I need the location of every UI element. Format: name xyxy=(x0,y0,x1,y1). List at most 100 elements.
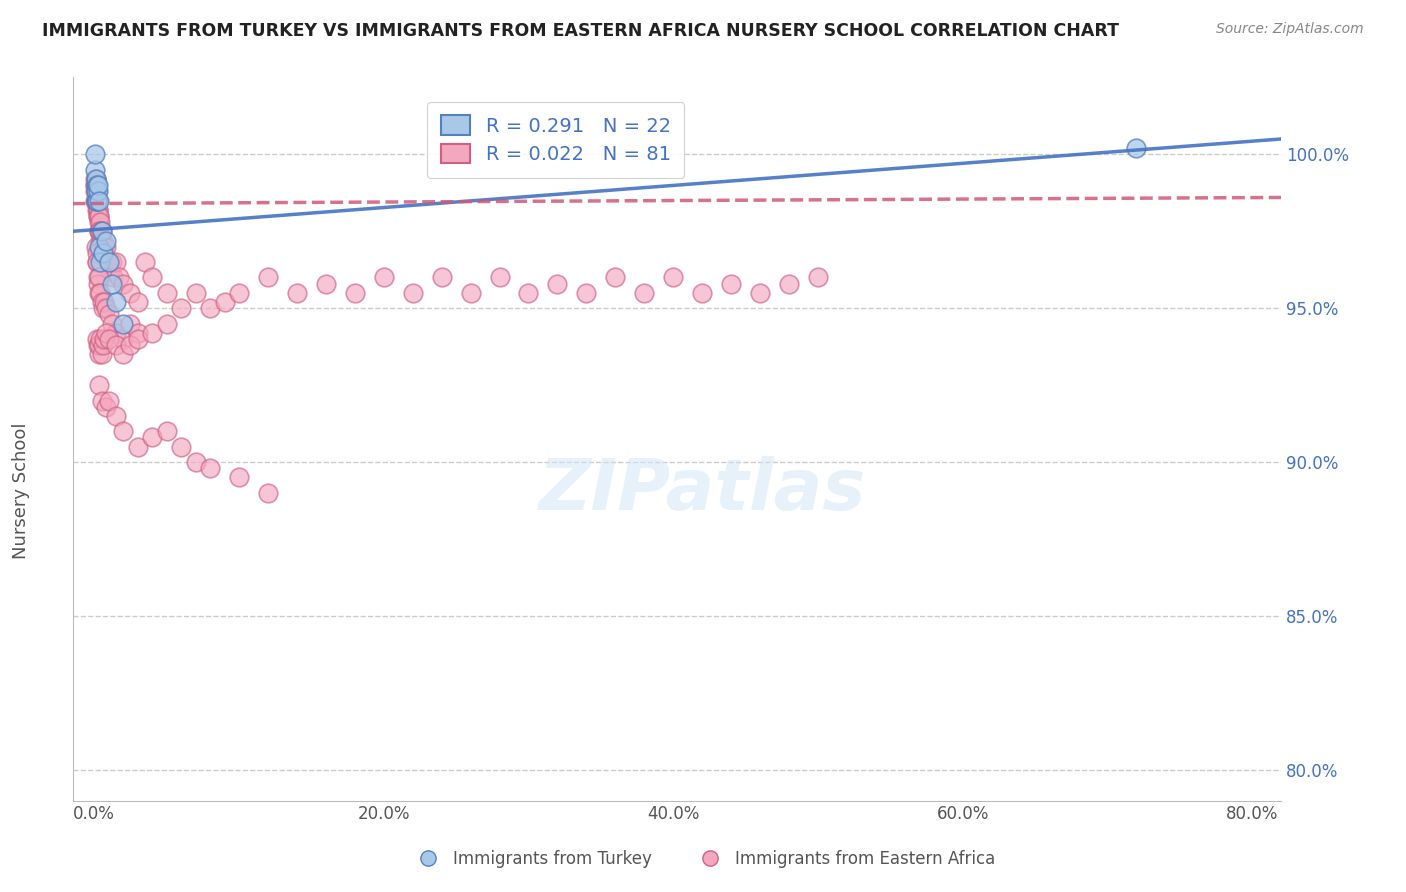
Point xyxy=(84,178,107,193)
Point xyxy=(228,285,250,300)
Point xyxy=(720,277,742,291)
Point xyxy=(86,245,108,260)
Point xyxy=(89,338,111,352)
Point xyxy=(94,326,117,340)
Point xyxy=(91,240,114,254)
Point xyxy=(257,270,280,285)
Point xyxy=(87,224,110,238)
Text: ZIPatlas: ZIPatlas xyxy=(540,456,866,525)
Legend: R = 0.291   N = 22, R = 0.022   N = 81: R = 0.291 N = 22, R = 0.022 N = 81 xyxy=(427,102,685,178)
Point xyxy=(90,224,112,238)
Point xyxy=(86,194,108,208)
Point xyxy=(93,240,115,254)
Point xyxy=(86,255,108,269)
Point xyxy=(86,202,108,217)
Point xyxy=(86,194,108,208)
Point xyxy=(184,285,207,300)
Point xyxy=(105,338,128,352)
Point xyxy=(517,285,540,300)
Point xyxy=(89,234,111,248)
Point xyxy=(87,270,110,285)
Point xyxy=(100,317,122,331)
Point xyxy=(90,347,112,361)
Point xyxy=(86,194,108,208)
Point xyxy=(141,430,163,444)
Point xyxy=(84,184,107,198)
Point xyxy=(127,295,149,310)
Point xyxy=(89,224,111,238)
Point xyxy=(84,172,107,186)
Text: Source: ZipAtlas.com: Source: ZipAtlas.com xyxy=(1216,22,1364,37)
Point xyxy=(97,255,120,269)
Point xyxy=(86,332,108,346)
Point xyxy=(94,301,117,316)
Point xyxy=(84,194,107,208)
Point xyxy=(373,270,395,285)
Point xyxy=(86,184,108,198)
Point xyxy=(156,425,179,439)
Point xyxy=(87,347,110,361)
Point xyxy=(89,224,111,238)
Point xyxy=(690,285,713,300)
Point xyxy=(94,400,117,414)
Point xyxy=(86,184,108,198)
Point xyxy=(86,194,108,208)
Point xyxy=(127,332,149,346)
Point xyxy=(343,285,366,300)
Point xyxy=(315,277,337,291)
Point xyxy=(662,270,685,285)
Point xyxy=(91,301,114,316)
Point xyxy=(228,470,250,484)
Point xyxy=(605,270,627,285)
Point xyxy=(89,285,111,300)
Point xyxy=(97,307,120,321)
Point xyxy=(84,172,107,186)
Point xyxy=(198,461,221,475)
Point xyxy=(89,285,111,300)
Point xyxy=(84,162,107,177)
Point xyxy=(87,184,110,198)
Point xyxy=(807,270,830,285)
Point xyxy=(87,202,110,217)
Point xyxy=(84,184,107,198)
Point xyxy=(90,240,112,254)
Point xyxy=(86,172,108,186)
Point xyxy=(83,178,105,193)
Point xyxy=(170,301,193,316)
Point xyxy=(184,455,207,469)
Text: Nursery School: Nursery School xyxy=(13,422,30,559)
Point xyxy=(93,295,115,310)
Point xyxy=(112,277,135,291)
Point xyxy=(97,393,120,408)
Point xyxy=(84,178,107,193)
Point xyxy=(86,178,108,193)
Point xyxy=(86,178,108,193)
Point xyxy=(90,234,112,248)
Point xyxy=(86,194,108,208)
Point xyxy=(86,194,108,208)
Point xyxy=(93,332,115,346)
Point xyxy=(86,194,108,208)
Point xyxy=(89,224,111,238)
Point xyxy=(198,301,221,316)
Point xyxy=(105,326,128,340)
Point xyxy=(84,178,107,193)
Point xyxy=(127,440,149,454)
Point xyxy=(170,440,193,454)
Point xyxy=(94,240,117,254)
Point xyxy=(120,338,142,352)
Point xyxy=(87,209,110,223)
Point xyxy=(86,240,108,254)
Point xyxy=(430,270,453,285)
Point xyxy=(112,332,135,346)
Point xyxy=(120,285,142,300)
Point xyxy=(87,178,110,193)
Point xyxy=(546,277,568,291)
Point xyxy=(101,270,124,285)
Point xyxy=(87,378,110,392)
Point xyxy=(98,264,121,278)
Point xyxy=(84,147,107,161)
Point xyxy=(778,277,800,291)
Point xyxy=(86,184,108,198)
Point xyxy=(100,277,122,291)
